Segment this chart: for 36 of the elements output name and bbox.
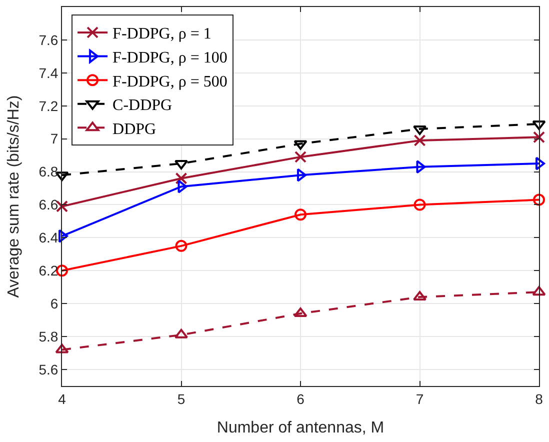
point	[294, 208, 306, 221]
x-axis-title: Number of antennas, M	[216, 420, 384, 436]
point	[414, 134, 426, 146]
point	[175, 172, 188, 184]
y-tick-label: 5.8	[38, 328, 58, 344]
y-tick-label: 7	[50, 130, 58, 147]
y-axis-title: Average sum rate (bits/s/Hz)	[6, 95, 23, 298]
y-tick-label: 7.2	[38, 98, 58, 114]
x-tick-label: 4	[58, 390, 66, 407]
legend-label: F-DDPG, ρ = 100	[112, 50, 228, 67]
y-tick-label: 5.6	[38, 361, 58, 378]
y-tick-label: 6	[50, 296, 58, 312]
x-tick-label: 6	[296, 390, 305, 407]
y-tick-label: 7.4	[38, 64, 58, 81]
legend-label: C-DDPG	[112, 97, 173, 114]
y-tick-label: 6.4	[38, 230, 58, 246]
point	[178, 180, 188, 194]
point	[175, 240, 188, 252]
y-tick-label: 6.8	[38, 164, 58, 180]
point	[532, 286, 546, 296]
point	[414, 198, 426, 211]
legend-label: F-DDPG, ρ = 500	[112, 73, 228, 90]
point	[294, 150, 306, 163]
point	[56, 200, 68, 212]
x-tick-label: 7	[416, 390, 424, 407]
point	[416, 160, 426, 174]
legend-label: F-DDPG, ρ = 1	[112, 26, 212, 43]
point	[533, 194, 545, 206]
y-tick-label: 6.6	[38, 196, 58, 213]
legend-label: DDPG	[112, 120, 157, 138]
point	[294, 140, 308, 150]
y-tick-label: 7.6	[38, 32, 58, 48]
x-tick-label: 5	[177, 390, 186, 407]
x-tick-label: 8	[535, 390, 544, 407]
point	[55, 344, 69, 354]
point	[533, 131, 545, 144]
